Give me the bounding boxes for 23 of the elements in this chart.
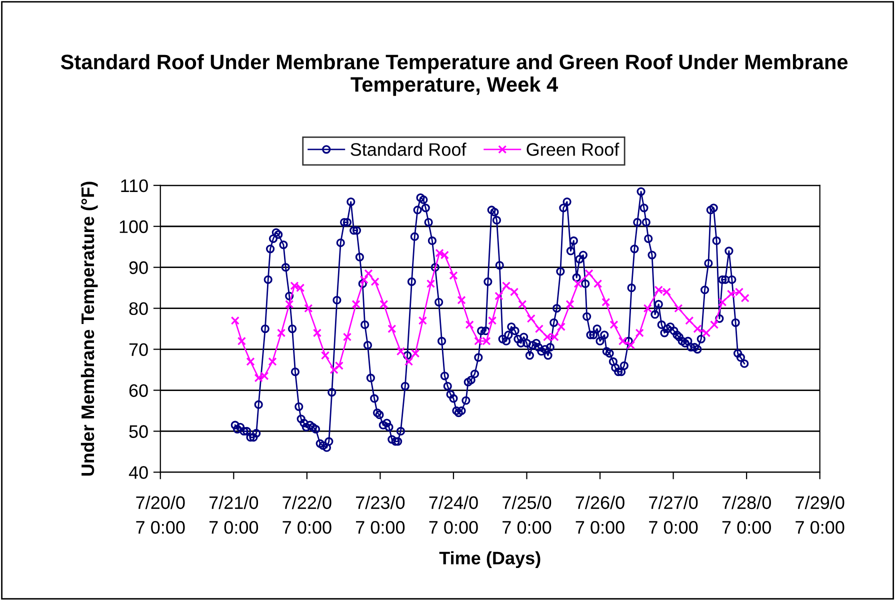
legend-label: Green Roof [526, 142, 620, 156]
chart-title: Standard Roof Under Membrane Temperature and Green Roof Under Membrane Temperature, Week 4 [60, 54, 848, 96]
y-tick-label: 90 [129, 261, 148, 274]
y-tick-label: 40 [128, 466, 148, 479]
x-axis-title: Time (Days) [439, 551, 540, 568]
x-tick-label: 7/29/07 0:00 [796, 496, 844, 534]
y-tick-label: 50 [129, 425, 148, 438]
y-tick-label: 100 [120, 220, 148, 234]
y-tick-label: 80 [129, 302, 148, 316]
x-tick-label: 7/21/07 0:00 [209, 496, 258, 534]
x-tick-label: 7/27/07 0:00 [649, 496, 698, 534]
y-tick-label: 70 [129, 343, 148, 356]
x-tick-label: 7/28/07 0:00 [722, 496, 771, 534]
x-tick-label: 7/23/07 0:00 [356, 496, 405, 534]
y-axis-title: Under Membrane Temperature (°F) [80, 182, 98, 476]
x-tick-label: 7/26/07 0:00 [576, 496, 624, 534]
x-tick-label: 7/24/07 0:00 [429, 496, 478, 534]
x-tick-label: 7/20/07 0:00 [136, 496, 185, 534]
y-tick-label: 60 [129, 384, 148, 397]
y-tick-label: 110 [121, 179, 148, 192]
x-tick-label: 7/25/07 0:00 [502, 496, 552, 534]
x-tick-label: 7/22/07 0:00 [282, 496, 332, 534]
legend-label: Standard Roof [350, 142, 466, 156]
